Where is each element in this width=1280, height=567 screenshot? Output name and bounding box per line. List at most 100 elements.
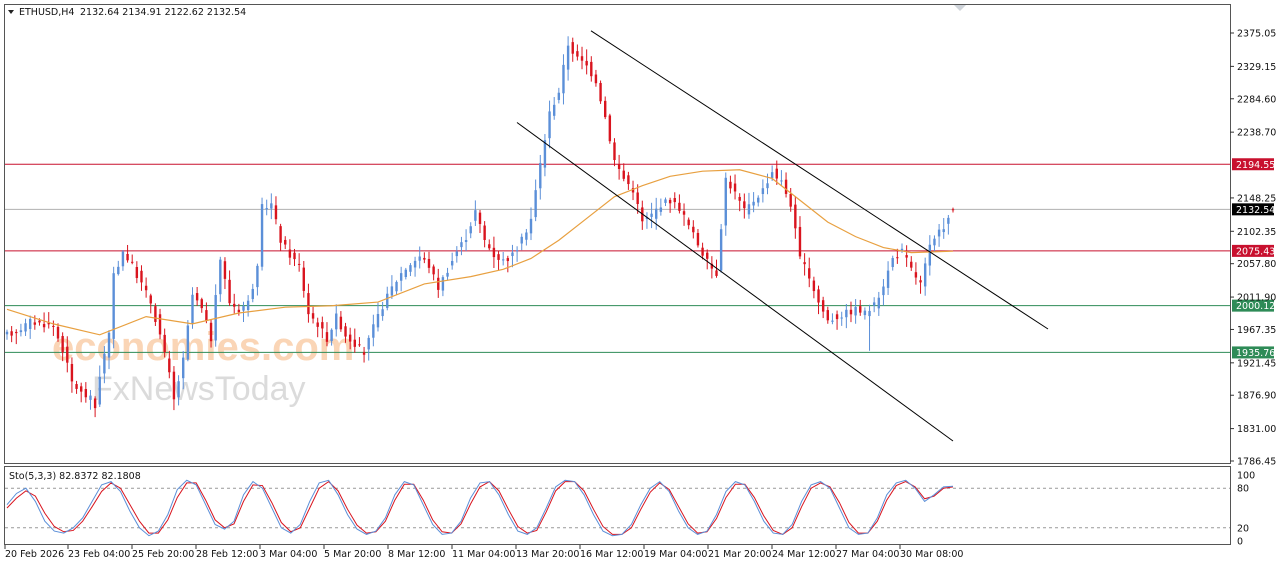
candle-body bbox=[738, 196, 741, 201]
y-tick-label: 1921.45 bbox=[1237, 358, 1276, 369]
x-tick-label: 23 Feb 04:00 bbox=[68, 549, 130, 560]
candle-body bbox=[636, 192, 639, 204]
x-tick-label: 13 Mar 20:00 bbox=[516, 549, 579, 560]
candle-body bbox=[450, 260, 454, 266]
candle-body bbox=[135, 267, 139, 279]
candle-body bbox=[562, 64, 565, 94]
candle-body bbox=[302, 267, 305, 291]
candle-body bbox=[678, 202, 681, 211]
candle-body bbox=[478, 212, 482, 224]
stoch-signal-line bbox=[6, 480, 954, 535]
candle-body bbox=[353, 339, 356, 347]
candle-body bbox=[798, 226, 802, 257]
candle-body bbox=[228, 279, 231, 304]
symbol-dropdown-icon[interactable] bbox=[8, 10, 14, 14]
candle-body bbox=[390, 286, 394, 296]
candle-body bbox=[488, 244, 491, 249]
stochastic-oscillator: 100 80 20 0 bbox=[5, 471, 1255, 548]
candle-body bbox=[432, 266, 435, 275]
candle-body bbox=[395, 281, 398, 292]
candle-body bbox=[923, 263, 927, 287]
candle-body bbox=[668, 199, 672, 204]
stoch-tick-label: 20 bbox=[1237, 523, 1249, 534]
candle-body bbox=[24, 323, 27, 332]
candle-body bbox=[404, 269, 408, 278]
candle-body bbox=[520, 236, 523, 244]
candle-body bbox=[70, 363, 74, 382]
candle-body bbox=[692, 226, 695, 233]
channel-lower-line bbox=[516, 122, 954, 442]
candle-body bbox=[872, 302, 876, 306]
candle-body bbox=[446, 272, 449, 277]
candle-body bbox=[464, 240, 468, 243]
candle-body bbox=[437, 277, 440, 290]
watermark-brand: economies.com bbox=[52, 325, 354, 369]
candle-body bbox=[761, 188, 765, 195]
y-tick-label: 1831.00 bbox=[1237, 424, 1276, 435]
candle-body bbox=[877, 297, 881, 309]
descending-channel[interactable] bbox=[516, 30, 1049, 442]
candle-body bbox=[325, 332, 329, 342]
candle-body bbox=[89, 395, 92, 400]
candle-body bbox=[501, 259, 505, 261]
candle-body bbox=[682, 211, 686, 215]
candle-body bbox=[474, 210, 477, 221]
candle-body bbox=[896, 257, 899, 259]
candle-body bbox=[715, 270, 718, 276]
y-tick-label: 2238.70 bbox=[1237, 128, 1276, 139]
candle-body bbox=[10, 331, 13, 336]
candle-body bbox=[645, 217, 649, 219]
candle-body bbox=[284, 239, 287, 245]
candle-body bbox=[409, 265, 412, 272]
candle-body bbox=[455, 251, 459, 257]
candle-body bbox=[631, 188, 635, 193]
candle-body bbox=[144, 285, 148, 291]
ohlc-values: 2132.64 2134.91 2122.62 2132.54 bbox=[80, 7, 246, 18]
candle-body bbox=[511, 252, 514, 257]
level-label: 2075.43 bbox=[1236, 246, 1275, 257]
candle-body bbox=[98, 376, 101, 405]
candle-body bbox=[557, 92, 561, 100]
candle-body bbox=[376, 313, 380, 328]
candle-body bbox=[200, 299, 203, 309]
candle-body bbox=[469, 226, 472, 234]
watermark-sub: FxNewsToday bbox=[92, 370, 306, 408]
candle-body bbox=[93, 398, 97, 409]
candle-body bbox=[947, 217, 950, 224]
level-tag bbox=[1232, 158, 1274, 171]
moving-average bbox=[6, 169, 954, 336]
candle-body bbox=[367, 337, 370, 350]
candle-body bbox=[274, 205, 278, 220]
price-axis[interactable]: 2375.05 2329.15 2284.60 2238.70 2148.25 2102.… bbox=[1230, 29, 1276, 468]
candle-body bbox=[348, 334, 352, 342]
candle-body bbox=[316, 322, 319, 327]
candle-body bbox=[617, 164, 621, 169]
candle-body bbox=[789, 193, 792, 207]
candle-body bbox=[585, 60, 588, 66]
candle-body bbox=[460, 242, 463, 248]
y-tick-label: 1967.35 bbox=[1237, 325, 1276, 336]
candle-body bbox=[307, 293, 310, 315]
collapse-arrow-icon[interactable] bbox=[954, 5, 966, 11]
candle-body bbox=[386, 293, 389, 308]
candles bbox=[5, 36, 955, 418]
candle-body bbox=[19, 330, 23, 333]
candle-body bbox=[260, 204, 264, 267]
x-tick-label: 11 Mar 04:00 bbox=[452, 549, 515, 560]
level-tag bbox=[1232, 244, 1274, 257]
candle-body bbox=[552, 104, 556, 116]
main-pane bbox=[4, 4, 1231, 464]
x-tick-label: 8 Mar 12:00 bbox=[388, 549, 445, 560]
candle-body bbox=[107, 332, 111, 358]
level-label: 2000.12 bbox=[1236, 301, 1275, 312]
time-axis[interactable]: 20 Feb 2026 23 Feb 04:00 25 Feb 20:00 28 Fe… bbox=[4, 545, 963, 560]
candle-body bbox=[483, 225, 486, 240]
candle-body bbox=[56, 326, 60, 339]
candle-body bbox=[205, 310, 208, 321]
candle-body bbox=[321, 322, 324, 329]
candle-body bbox=[246, 300, 250, 310]
candle-body bbox=[293, 252, 296, 260]
candle-body bbox=[47, 322, 50, 325]
candle-body bbox=[358, 344, 361, 346]
